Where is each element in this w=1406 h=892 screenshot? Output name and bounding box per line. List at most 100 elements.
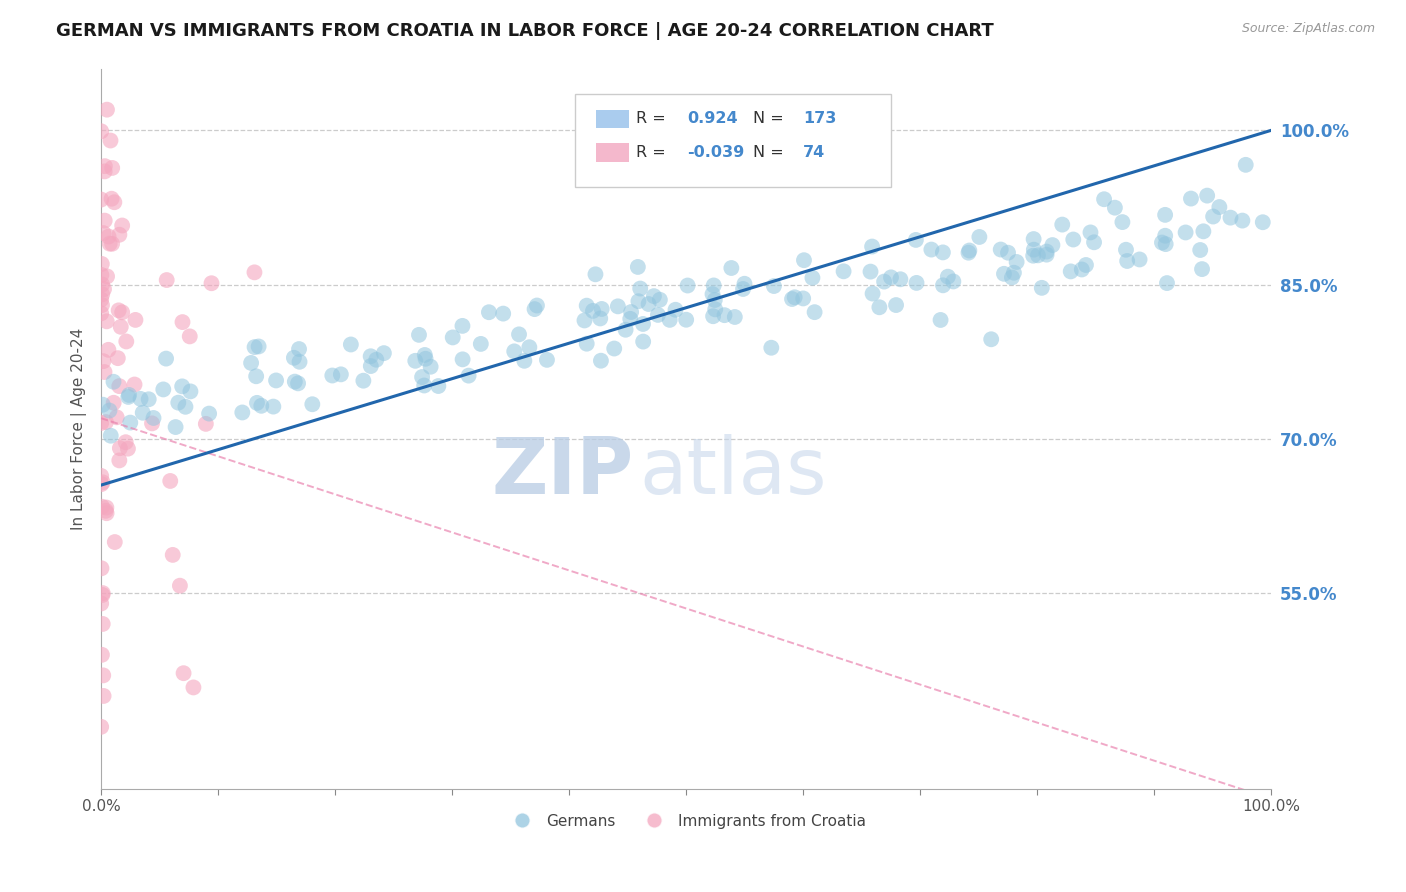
Point [194,417,217,431]
Point [1026,248,1049,262]
Point [803,305,825,319]
Point [141,417,163,431]
Point [91,277,114,292]
Point [702,287,724,301]
Point [96,269,118,284]
Point [117,442,139,456]
Point [118,388,141,402]
Point [643,289,665,303]
Point [90,293,112,307]
Point [283,351,305,365]
Point [619,311,641,326]
Point [90,597,112,611]
Point [1031,281,1053,295]
Text: N =: N = [754,112,789,127]
Point [250,399,273,413]
Point [198,407,221,421]
Point [94,504,117,518]
Point [301,397,323,411]
Point [138,392,160,407]
Point [90,193,112,207]
Point [93,365,115,379]
Point [1115,243,1137,257]
Point [101,161,124,175]
Text: R =: R = [636,112,671,127]
Point [957,245,980,260]
Point [1052,218,1074,232]
Point [96,506,118,520]
Point [1083,235,1105,250]
Point [942,275,965,289]
Point [606,299,628,313]
Point [1150,235,1173,250]
Point [585,268,607,282]
Point [104,535,127,549]
Point [492,307,515,321]
Point [90,416,112,430]
Point [93,689,115,703]
Point [91,475,114,490]
Point [96,314,118,328]
Point [905,276,928,290]
Point [419,359,441,374]
Point [1022,232,1045,246]
Point [631,334,654,349]
Point [169,579,191,593]
Point [262,400,284,414]
Point [172,315,194,329]
Point [868,300,890,314]
Point [627,260,650,274]
Point [793,253,815,268]
Point [288,342,311,356]
Point [129,392,152,406]
Point [124,313,146,327]
Point [575,336,598,351]
Point [114,435,136,450]
Point [713,308,735,322]
Point [1116,254,1139,268]
Point [1022,243,1045,257]
Point [408,327,430,342]
Point [720,260,742,275]
Text: GERMAN VS IMMIGRANTS FROM CROATIA IN LABOR FORCE | AGE 20-24 CORRELATION CHART: GERMAN VS IMMIGRANTS FROM CROATIA IN LAB… [56,22,994,40]
Point [762,279,785,293]
Point [91,586,114,600]
Point [108,453,131,467]
Point [90,124,112,138]
Point [93,354,115,368]
Point [174,400,197,414]
Point [111,219,134,233]
Point [156,273,179,287]
Point [413,348,436,362]
Point [94,415,117,429]
Point [415,351,437,366]
Point [783,290,806,304]
Text: Source: ZipAtlas.com: Source: ZipAtlas.com [1241,22,1375,36]
Point [413,378,436,392]
Point [969,230,991,244]
Point [284,375,307,389]
Point [574,313,596,327]
Point [675,312,697,326]
Point [1035,244,1057,259]
Point [245,369,267,384]
Point [780,292,803,306]
Point [1129,252,1152,267]
Point [91,298,114,312]
Point [90,268,112,282]
Point [513,353,536,368]
Point [117,390,139,404]
Point [451,352,474,367]
Point [287,376,309,391]
Point [702,310,724,324]
Point [929,313,952,327]
Point [100,192,122,206]
Point [1022,249,1045,263]
Point [441,330,464,344]
Point [120,416,142,430]
Point [1154,228,1177,243]
Point [1154,208,1177,222]
Point [105,410,128,425]
Point [1070,262,1092,277]
Point [108,441,131,455]
